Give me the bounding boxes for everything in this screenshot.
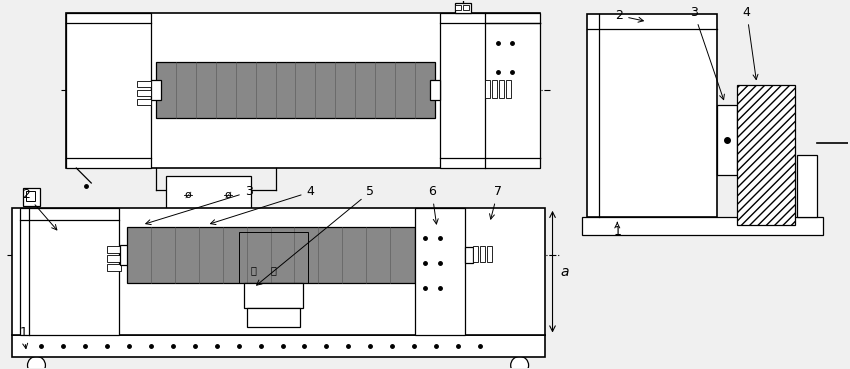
Bar xyxy=(463,5,469,10)
Bar xyxy=(487,246,492,262)
Text: 2: 2 xyxy=(615,9,643,22)
Bar xyxy=(66,13,540,168)
Text: 3: 3 xyxy=(690,6,724,100)
Bar xyxy=(137,82,151,87)
Bar xyxy=(479,246,484,262)
Bar xyxy=(246,307,300,327)
Bar xyxy=(582,217,824,235)
Bar xyxy=(120,245,128,265)
Bar xyxy=(587,14,717,217)
Text: 2: 2 xyxy=(23,189,57,230)
Bar xyxy=(440,13,540,168)
Bar xyxy=(492,80,496,98)
Bar xyxy=(26,191,36,201)
Bar xyxy=(137,90,151,96)
Text: 5: 5 xyxy=(257,186,374,285)
Bar xyxy=(455,3,471,13)
Bar xyxy=(151,80,161,100)
Bar xyxy=(737,85,795,225)
Bar xyxy=(465,247,473,263)
Circle shape xyxy=(511,356,529,369)
Polygon shape xyxy=(465,208,545,335)
Bar xyxy=(107,246,122,253)
Bar xyxy=(128,227,415,283)
Bar xyxy=(499,80,504,98)
Bar xyxy=(12,208,545,335)
Text: ⌣: ⌣ xyxy=(270,265,276,275)
Bar xyxy=(66,13,151,168)
Text: 1: 1 xyxy=(20,326,28,349)
Bar xyxy=(473,246,478,262)
Text: 4: 4 xyxy=(743,6,758,80)
Bar xyxy=(156,62,435,118)
Text: 5: 5 xyxy=(0,368,1,369)
Bar xyxy=(107,255,122,262)
Bar xyxy=(717,105,737,175)
Text: 7: 7 xyxy=(490,186,502,219)
Text: 4: 4 xyxy=(211,186,314,225)
Bar xyxy=(166,176,251,211)
Text: ⌣: ⌣ xyxy=(251,265,257,275)
Bar xyxy=(137,99,151,105)
Bar xyxy=(430,80,440,100)
Text: 6: 6 xyxy=(428,186,439,224)
Bar xyxy=(484,80,490,98)
Bar xyxy=(107,264,122,271)
Circle shape xyxy=(27,356,45,369)
Text: a: a xyxy=(560,265,569,279)
Text: ø: ø xyxy=(184,190,191,200)
Bar xyxy=(244,283,303,307)
Bar xyxy=(455,5,461,10)
Bar xyxy=(506,80,511,98)
Bar xyxy=(22,188,41,206)
Bar xyxy=(239,232,309,283)
Bar xyxy=(20,208,119,335)
Text: 1: 1 xyxy=(614,223,621,238)
Bar xyxy=(415,208,465,335)
Text: 3: 3 xyxy=(145,186,252,225)
Text: ø: ø xyxy=(224,190,231,200)
Bar xyxy=(796,155,817,217)
Bar xyxy=(12,335,545,357)
